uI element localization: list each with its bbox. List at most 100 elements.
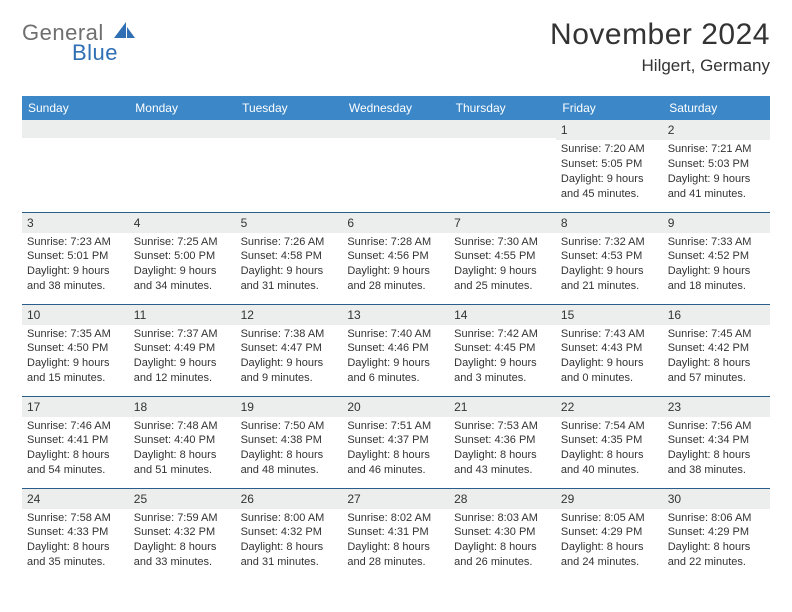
day-details — [129, 138, 236, 144]
sunrise-text: Sunrise: 7:33 AM — [668, 235, 765, 250]
sunset-text: Sunset: 4:32 PM — [134, 525, 231, 540]
daylight-text: Daylight: 8 hours and 54 minutes. — [27, 448, 124, 478]
sunrise-text: Sunrise: 7:53 AM — [454, 419, 551, 434]
calendar-cell — [236, 120, 343, 212]
sunset-text: Sunset: 5:00 PM — [134, 249, 231, 264]
sunrise-text: Sunrise: 7:46 AM — [27, 419, 124, 434]
day-details: Sunrise: 7:38 AMSunset: 4:47 PMDaylight:… — [236, 325, 343, 390]
day-number: 24 — [22, 489, 129, 509]
daylight-text: Daylight: 8 hours and 40 minutes. — [561, 448, 658, 478]
daylight-text: Daylight: 8 hours and 46 minutes. — [347, 448, 444, 478]
daylight-text: Daylight: 8 hours and 26 minutes. — [454, 540, 551, 570]
weekday-wednesday: Wednesday — [342, 96, 449, 120]
calendar-cell: 11Sunrise: 7:37 AMSunset: 4:49 PMDayligh… — [129, 304, 236, 396]
sunset-text: Sunset: 4:41 PM — [27, 433, 124, 448]
sunrise-text: Sunrise: 7:50 AM — [241, 419, 338, 434]
day-details: Sunrise: 7:50 AMSunset: 4:38 PMDaylight:… — [236, 417, 343, 482]
sunset-text: Sunset: 4:29 PM — [561, 525, 658, 540]
calendar-cell: 25Sunrise: 7:59 AMSunset: 4:32 PMDayligh… — [129, 488, 236, 580]
daylight-text: Daylight: 9 hours and 34 minutes. — [134, 264, 231, 294]
calendar-cell: 10Sunrise: 7:35 AMSunset: 4:50 PMDayligh… — [22, 304, 129, 396]
sunrise-text: Sunrise: 7:58 AM — [27, 511, 124, 526]
sunset-text: Sunset: 4:42 PM — [668, 341, 765, 356]
sunset-text: Sunset: 4:49 PM — [134, 341, 231, 356]
calendar-cell: 23Sunrise: 7:56 AMSunset: 4:34 PMDayligh… — [663, 396, 770, 488]
day-details: Sunrise: 8:00 AMSunset: 4:32 PMDaylight:… — [236, 509, 343, 574]
sunset-text: Sunset: 4:34 PM — [668, 433, 765, 448]
daylight-text: Daylight: 8 hours and 51 minutes. — [134, 448, 231, 478]
sunset-text: Sunset: 5:03 PM — [668, 157, 765, 172]
calendar-cell: 4 Sunrise: 7:25 AMSunset: 5:00 PMDaylight… — [129, 212, 236, 304]
logo-sail-icon — [114, 22, 136, 44]
day-details: Sunrise: 7:59 AMSunset: 4:32 PMDaylight:… — [129, 509, 236, 574]
day-details: Sunrise: 7:42 AMSunset: 4:45 PMDaylight:… — [449, 325, 556, 390]
day-details: Sunrise: 7:32 AMSunset: 4:53 PMDaylight:… — [556, 233, 663, 298]
day-details: Sunrise: 7:30 AMSunset: 4:55 PMDaylight:… — [449, 233, 556, 298]
daylight-text: Daylight: 8 hours and 48 minutes. — [241, 448, 338, 478]
calendar-cell: 17Sunrise: 7:46 AMSunset: 4:41 PMDayligh… — [22, 396, 129, 488]
day-details: Sunrise: 7:54 AMSunset: 4:35 PMDaylight:… — [556, 417, 663, 482]
day-details — [236, 138, 343, 144]
sunrise-text: Sunrise: 7:56 AM — [668, 419, 765, 434]
sunset-text: Sunset: 4:30 PM — [454, 525, 551, 540]
calendar-cell: 16Sunrise: 7:45 AMSunset: 4:42 PMDayligh… — [663, 304, 770, 396]
calendar-cell: 9Sunrise: 7:33 AMSunset: 4:52 PMDaylight… — [663, 212, 770, 304]
sunrise-text: Sunrise: 7:35 AM — [27, 327, 124, 342]
day-number: 10 — [22, 305, 129, 325]
sunset-text: Sunset: 4:29 PM — [668, 525, 765, 540]
day-number: 6 — [342, 213, 449, 233]
sunset-text: Sunset: 4:35 PM — [561, 433, 658, 448]
sunrise-text: Sunrise: 8:02 AM — [347, 511, 444, 526]
day-details: Sunrise: 7:21 AMSunset: 5:03 PMDaylight:… — [663, 140, 770, 205]
daylight-text: Daylight: 9 hours and 18 minutes. — [668, 264, 765, 294]
day-details: Sunrise: 7:56 AMSunset: 4:34 PMDaylight:… — [663, 417, 770, 482]
day-number: 5 — [236, 213, 343, 233]
calendar-cell — [129, 120, 236, 212]
day-number: 25 — [129, 489, 236, 509]
sunset-text: Sunset: 4:33 PM — [27, 525, 124, 540]
day-number: 8 — [556, 213, 663, 233]
sunrise-text: Sunrise: 7:59 AM — [134, 511, 231, 526]
day-number: 4 — [129, 213, 236, 233]
day-number — [236, 120, 343, 138]
calendar-week-row: 1Sunrise: 7:20 AMSunset: 5:05 PMDaylight… — [22, 120, 770, 212]
title-block: November 2024 Hilgert, Germany — [550, 18, 770, 76]
calendar-week-row: 24 Sunrise: 7:58 AMSunset: 4:33 PM Dayligh… — [22, 488, 770, 580]
calendar-body: 1Sunrise: 7:20 AMSunset: 5:05 PMDaylight… — [22, 120, 770, 580]
sunrise-text: Sunrise: 7:28 AM — [347, 235, 444, 250]
calendar-week-row: 3Sunrise: 7:23 AMSunset: 5:01 PMDaylight… — [22, 212, 770, 304]
sunset-text: Sunset: 4:58 PM — [241, 249, 338, 264]
calendar-cell: 26Sunrise: 8:00 AMSunset: 4:32 PMDayligh… — [236, 488, 343, 580]
daylight-text: Daylight: 9 hours and 3 minutes. — [454, 356, 551, 386]
sunrise-text: Sunrise: 7:30 AM — [454, 235, 551, 250]
daylight-text: Daylight: 9 hours and 9 minutes. — [241, 356, 338, 386]
day-details — [342, 138, 449, 144]
day-details: Sunrise: 7:35 AMSunset: 4:50 PMDaylight:… — [22, 325, 129, 390]
day-number: 19 — [236, 397, 343, 417]
sunrise-text: Sunrise: 7:37 AM — [134, 327, 231, 342]
sunrise-text: Sunrise: 7:48 AM — [134, 419, 231, 434]
daylight-text: Daylight: 8 hours and 24 minutes. — [561, 540, 658, 570]
day-number: 22 — [556, 397, 663, 417]
sunset-text: Sunset: 5:01 PM — [27, 249, 124, 264]
day-details: Sunrise: 7:33 AMSunset: 4:52 PMDaylight:… — [663, 233, 770, 298]
day-number: 27 — [342, 489, 449, 509]
day-details: Sunrise: 8:06 AMSunset: 4:29 PMDaylight:… — [663, 509, 770, 574]
calendar-week-row: 17Sunrise: 7:46 AMSunset: 4:41 PMDayligh… — [22, 396, 770, 488]
day-number: 30 — [663, 489, 770, 509]
sunrise-text: Sunrise: 7:25 AM — [134, 235, 231, 250]
calendar-cell — [449, 120, 556, 212]
day-details — [449, 138, 556, 144]
day-number: 7 — [449, 213, 556, 233]
calendar-cell: 5Sunrise: 7:26 AMSunset: 4:58 PMDaylight… — [236, 212, 343, 304]
sunset-text: Sunset: 4:43 PM — [561, 341, 658, 356]
sunrise-text: Sunrise: 8:03 AM — [454, 511, 551, 526]
logo: General Blue — [22, 18, 136, 64]
calendar-cell: 8Sunrise: 7:32 AMSunset: 4:53 PMDaylight… — [556, 212, 663, 304]
calendar-cell: 13Sunrise: 7:40 AMSunset: 4:46 PMDayligh… — [342, 304, 449, 396]
calendar-cell: 27Sunrise: 8:02 AMSunset: 4:31 PMDayligh… — [342, 488, 449, 580]
daylight-text: Daylight: 8 hours and 28 minutes. — [347, 540, 444, 570]
month-title: November 2024 — [550, 18, 770, 52]
sunrise-text: Sunrise: 8:00 AM — [241, 511, 338, 526]
weekday-saturday: Saturday — [663, 96, 770, 120]
